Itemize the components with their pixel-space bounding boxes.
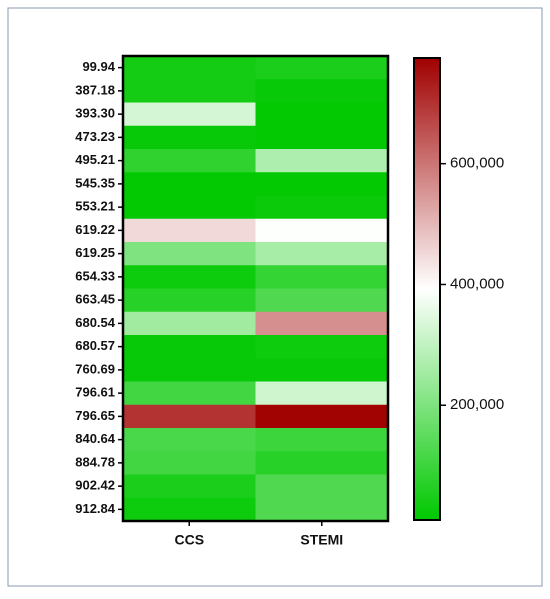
heat-cell (123, 288, 256, 313)
row-label: 553.21 (75, 199, 115, 214)
colorbar (413, 57, 441, 521)
heat-cell (255, 288, 389, 313)
heat-cell (255, 242, 389, 266)
heat-cell (123, 149, 256, 173)
heat-cell (123, 474, 256, 499)
row-label: 902.42 (75, 478, 115, 493)
row-label: 393.30 (75, 106, 115, 121)
row-label: 840.64 (75, 431, 116, 446)
heat-cell (255, 149, 389, 173)
heat-cell (255, 172, 389, 196)
frame (7, 7, 543, 587)
heat-cell (123, 218, 256, 243)
heat-cell (123, 311, 256, 336)
colorbar-tick-label: 400,000 (450, 275, 504, 292)
heat-cell (123, 56, 256, 80)
row-label: 619.25 (75, 245, 115, 260)
heat-cell (255, 474, 389, 499)
heat-cell (123, 172, 256, 196)
heat-cell (255, 125, 389, 150)
row-label: 654.33 (75, 268, 115, 283)
row-label: 99.94 (82, 59, 115, 74)
heat-cell (255, 428, 389, 452)
column-label: STEMI (300, 532, 343, 548)
heat-cell (123, 79, 256, 103)
colorbar-tick-label: 600,000 (450, 155, 504, 172)
column-label: CCS (174, 532, 204, 548)
heat-cell (255, 102, 389, 127)
heat-cell (255, 404, 389, 429)
heat-cell (123, 195, 256, 220)
heat-cell (123, 428, 256, 452)
heat-cell (123, 497, 256, 522)
heat-cell (255, 265, 389, 289)
heat-cell (255, 56, 389, 80)
heat-cell (255, 79, 389, 103)
heatmap-border (121, 54, 390, 523)
heat-cell (255, 358, 389, 382)
row-label: 473.23 (75, 129, 115, 144)
heat-cell (255, 497, 389, 522)
heat-cell (255, 335, 389, 359)
row-label: 680.54 (75, 315, 116, 330)
heat-cell (123, 242, 256, 266)
heat-cell (123, 358, 256, 382)
row-label: 680.57 (75, 338, 115, 353)
colorbar-tick-label: 200,000 (450, 396, 504, 413)
heat-cell (123, 335, 256, 359)
heat-cell (255, 218, 389, 243)
row-label: 884.78 (75, 454, 115, 469)
row-label: 796.61 (75, 385, 115, 400)
heat-cell (123, 265, 256, 289)
row-label: 387.18 (75, 82, 115, 97)
row-label: 545.35 (75, 175, 115, 190)
heat-cell (255, 381, 389, 406)
heat-cell (123, 102, 256, 127)
heat-cell (123, 381, 256, 406)
row-label: 796.65 (75, 408, 115, 423)
heat-cell (255, 195, 389, 220)
heat-cell (123, 125, 256, 150)
row-label: 912.84 (75, 501, 116, 516)
heat-cell (123, 404, 256, 429)
row-label: 663.45 (75, 292, 115, 307)
row-label: 495.21 (75, 152, 115, 167)
row-label: 760.69 (75, 361, 115, 376)
heat-cell (255, 311, 389, 336)
heat-cell (255, 451, 389, 475)
heat-cell (123, 451, 256, 475)
row-label: 619.22 (75, 222, 115, 237)
